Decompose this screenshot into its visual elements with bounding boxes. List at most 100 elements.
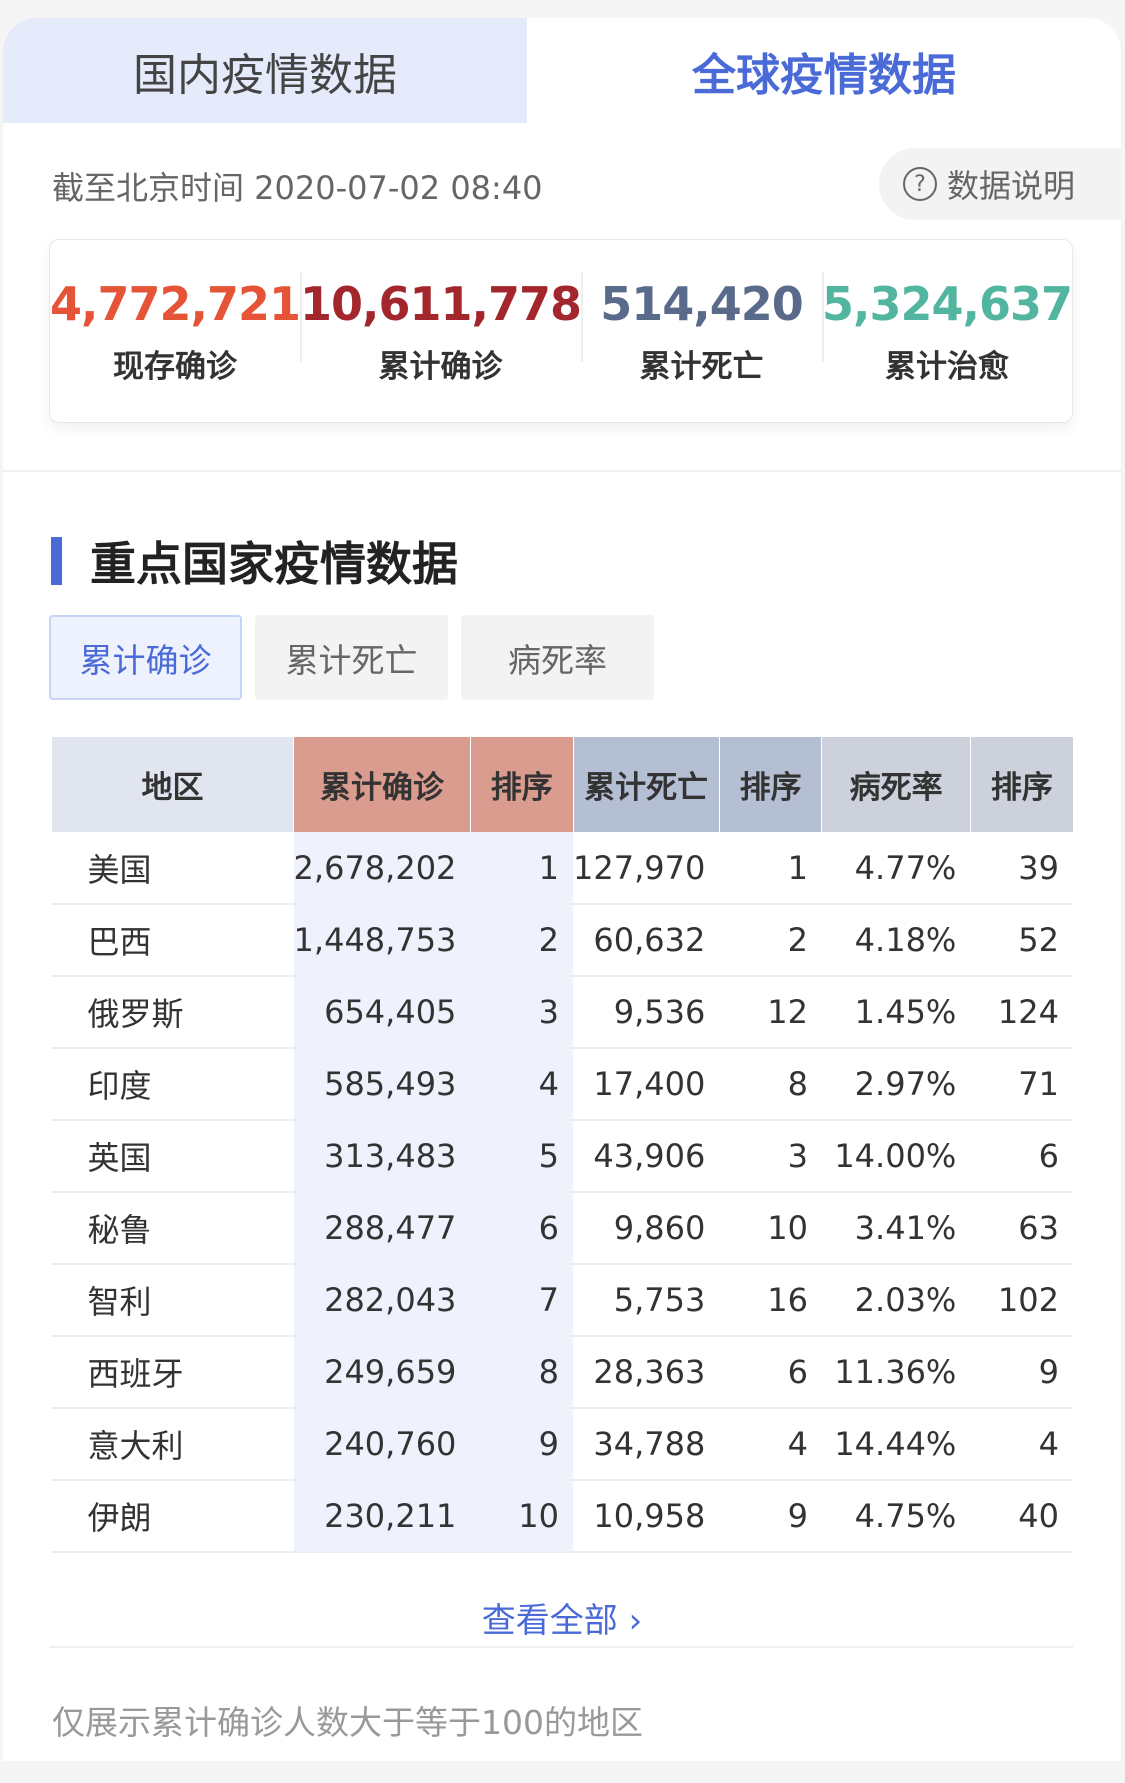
filter-total-confirmed[interactable]: 累计确诊 [49,615,242,700]
view-all-link[interactable]: 查看全部 › [481,1601,643,1641]
header-region[interactable]: 地区 [50,737,294,832]
summary-value: 5,324,637 [822,276,1073,331]
cell-rate-rank: 63 [970,1192,1073,1265]
divider [49,1646,1073,1648]
cell-total-deaths: 60,632 [573,904,720,977]
header-confirmed-rank[interactable]: 排序 [469,737,574,832]
cell-total-confirmed: 282,043 [293,1264,471,1337]
cell-fatality-rate: 14.44% [821,1408,971,1481]
cell-total-confirmed: 654,405 [293,976,471,1049]
main-card: 国内疫情数据 全球疫情数据 截至北京时间 2020-07-02 08:40 ? … [3,18,1121,1761]
cell-rate-rank: 39 [970,832,1073,905]
summary-label: 现存确诊 [113,348,237,385]
summary-total-confirmed: 10,611,778 累计确诊 [300,240,582,422]
tab-global[interactable]: 全球疫情数据 [527,18,1121,123]
cell-confirmed-rank: 10 [470,1480,574,1553]
table-row[interactable]: 秘鲁 288,477 6 9,860 10 3.41% 63 [51,1192,1073,1265]
section-title: 重点国家疫情数据 [51,528,458,594]
table-row[interactable]: 意大利 240,760 9 34,788 4 14.44% 4 [51,1408,1073,1481]
cell-total-deaths: 9,536 [573,976,720,1049]
cell-total-deaths: 34,788 [573,1408,720,1481]
cell-total-deaths: 17,400 [573,1048,720,1121]
summary-label: 累计确诊 [378,348,503,385]
cell-deaths-rank: 3 [719,1120,822,1193]
cell-deaths-rank: 10 [719,1192,822,1265]
cell-fatality-rate: 1.45% [821,976,971,1049]
cell-region: 英国 [51,1120,294,1193]
table-row[interactable]: 伊朗 230,211 10 10,958 9 4.75% 40 [51,1480,1073,1553]
cell-rate-rank: 6 [970,1120,1073,1193]
cell-region: 伊朗 [51,1480,294,1553]
cell-confirmed-rank: 3 [470,976,574,1049]
cell-region: 意大利 [51,1408,294,1481]
header-deaths-rank[interactable]: 排序 [718,737,822,832]
header-fatality-rate[interactable]: 病死率 [821,737,971,832]
header-total-confirmed[interactable]: 累计确诊 [293,737,471,832]
summary-label: 累计死亡 [639,348,764,385]
cell-total-confirmed: 313,483 [293,1120,471,1193]
cell-deaths-rank: 2 [719,904,822,977]
table-row[interactable]: 西班牙 249,659 8 28,363 6 11.36% 9 [51,1336,1073,1409]
table-row[interactable]: 英国 313,483 5 43,906 3 14.00% 6 [51,1120,1073,1193]
summary-value: 10,611,778 [300,276,582,331]
cell-fatality-rate: 2.03% [821,1264,971,1337]
cell-total-confirmed: 2,678,202 [293,832,471,905]
cell-deaths-rank: 12 [719,976,822,1049]
cell-region: 秘鲁 [51,1192,294,1265]
cell-total-deaths: 9,860 [573,1192,720,1265]
cell-deaths-rank: 6 [719,1336,822,1409]
cell-region: 印度 [51,1048,294,1121]
table-header: 地区 累计确诊 排序 累计死亡 排序 病死率 排序 [50,737,1073,832]
summary-total-deaths: 514,420 累计死亡 [581,240,822,422]
summary-panel: 4,772,721 现存确诊 10,611,778 累计确诊 514,420 累… [49,239,1073,423]
table-row[interactable]: 智利 282,043 7 5,753 16 2.03% 102 [51,1264,1073,1337]
footnote: 仅展示累计确诊人数大于等于100的地区 [52,1703,643,1742]
filter-fatality-rate[interactable]: 病死率 [461,615,654,700]
cell-confirmed-rank: 2 [470,904,574,977]
cell-total-confirmed: 288,477 [293,1192,471,1265]
cell-deaths-rank: 16 [719,1264,822,1337]
filter-total-deaths[interactable]: 累计死亡 [255,615,448,700]
cell-total-deaths: 5,753 [573,1264,720,1337]
cell-rate-rank: 124 [970,976,1073,1049]
cell-region: 美国 [51,832,294,905]
cell-total-deaths: 43,906 [573,1120,720,1193]
cell-region: 巴西 [51,904,294,977]
title-accent-bar [51,537,62,585]
tab-domestic[interactable]: 国内疫情数据 [3,18,527,123]
cell-rate-rank: 102 [970,1264,1073,1337]
table-row[interactable]: 俄罗斯 654,405 3 9,536 12 1.45% 124 [51,976,1073,1049]
header-total-deaths[interactable]: 累计死亡 [572,737,720,832]
cell-fatality-rate: 4.77% [821,832,971,905]
cell-deaths-rank: 1 [719,832,822,905]
cell-confirmed-rank: 8 [470,1336,574,1409]
data-explain-button[interactable]: ? 数据说明 [879,148,1121,220]
cell-deaths-rank: 9 [719,1480,822,1553]
cell-rate-rank: 4 [970,1408,1073,1481]
cell-confirmed-rank: 7 [470,1264,574,1337]
country-table: 地区 累计确诊 排序 累计死亡 排序 病死率 排序 美国 2,678,202 1 12… [50,737,1073,1553]
cell-rate-rank: 71 [970,1048,1073,1121]
cell-total-deaths: 28,363 [573,1336,720,1409]
table-row[interactable]: 印度 585,493 4 17,400 8 2.97% 71 [51,1048,1073,1121]
cell-fatality-rate: 11.36% [821,1336,971,1409]
cell-region: 西班牙 [51,1336,294,1409]
cell-confirmed-rank: 4 [470,1048,574,1121]
cell-rate-rank: 52 [970,904,1073,977]
cell-rate-rank: 9 [970,1336,1073,1409]
summary-label: 累计治愈 [885,348,1009,385]
cell-total-deaths: 127,970 [573,832,720,905]
cell-rate-rank: 40 [970,1480,1073,1553]
cell-fatality-rate: 3.41% [821,1192,971,1265]
filter-group: 累计确诊 累计死亡 病死率 [49,615,654,700]
table-row[interactable]: 美国 2,678,202 1 127,970 1 4.77% 39 [51,832,1073,905]
update-time: 截至北京时间 2020-07-02 08:40 [52,169,543,207]
cell-fatality-rate: 14.00% [821,1120,971,1193]
table-row[interactable]: 巴西 1,448,753 2 60,632 2 4.18% 52 [51,904,1073,977]
cell-deaths-rank: 4 [719,1408,822,1481]
cell-confirmed-rank: 9 [470,1408,574,1481]
header-rate-rank[interactable]: 排序 [969,737,1073,832]
cell-total-confirmed: 230,211 [293,1480,471,1553]
cell-total-confirmed: 249,659 [293,1336,471,1409]
summary-total-recovered: 5,324,637 累计治愈 [822,240,1073,422]
